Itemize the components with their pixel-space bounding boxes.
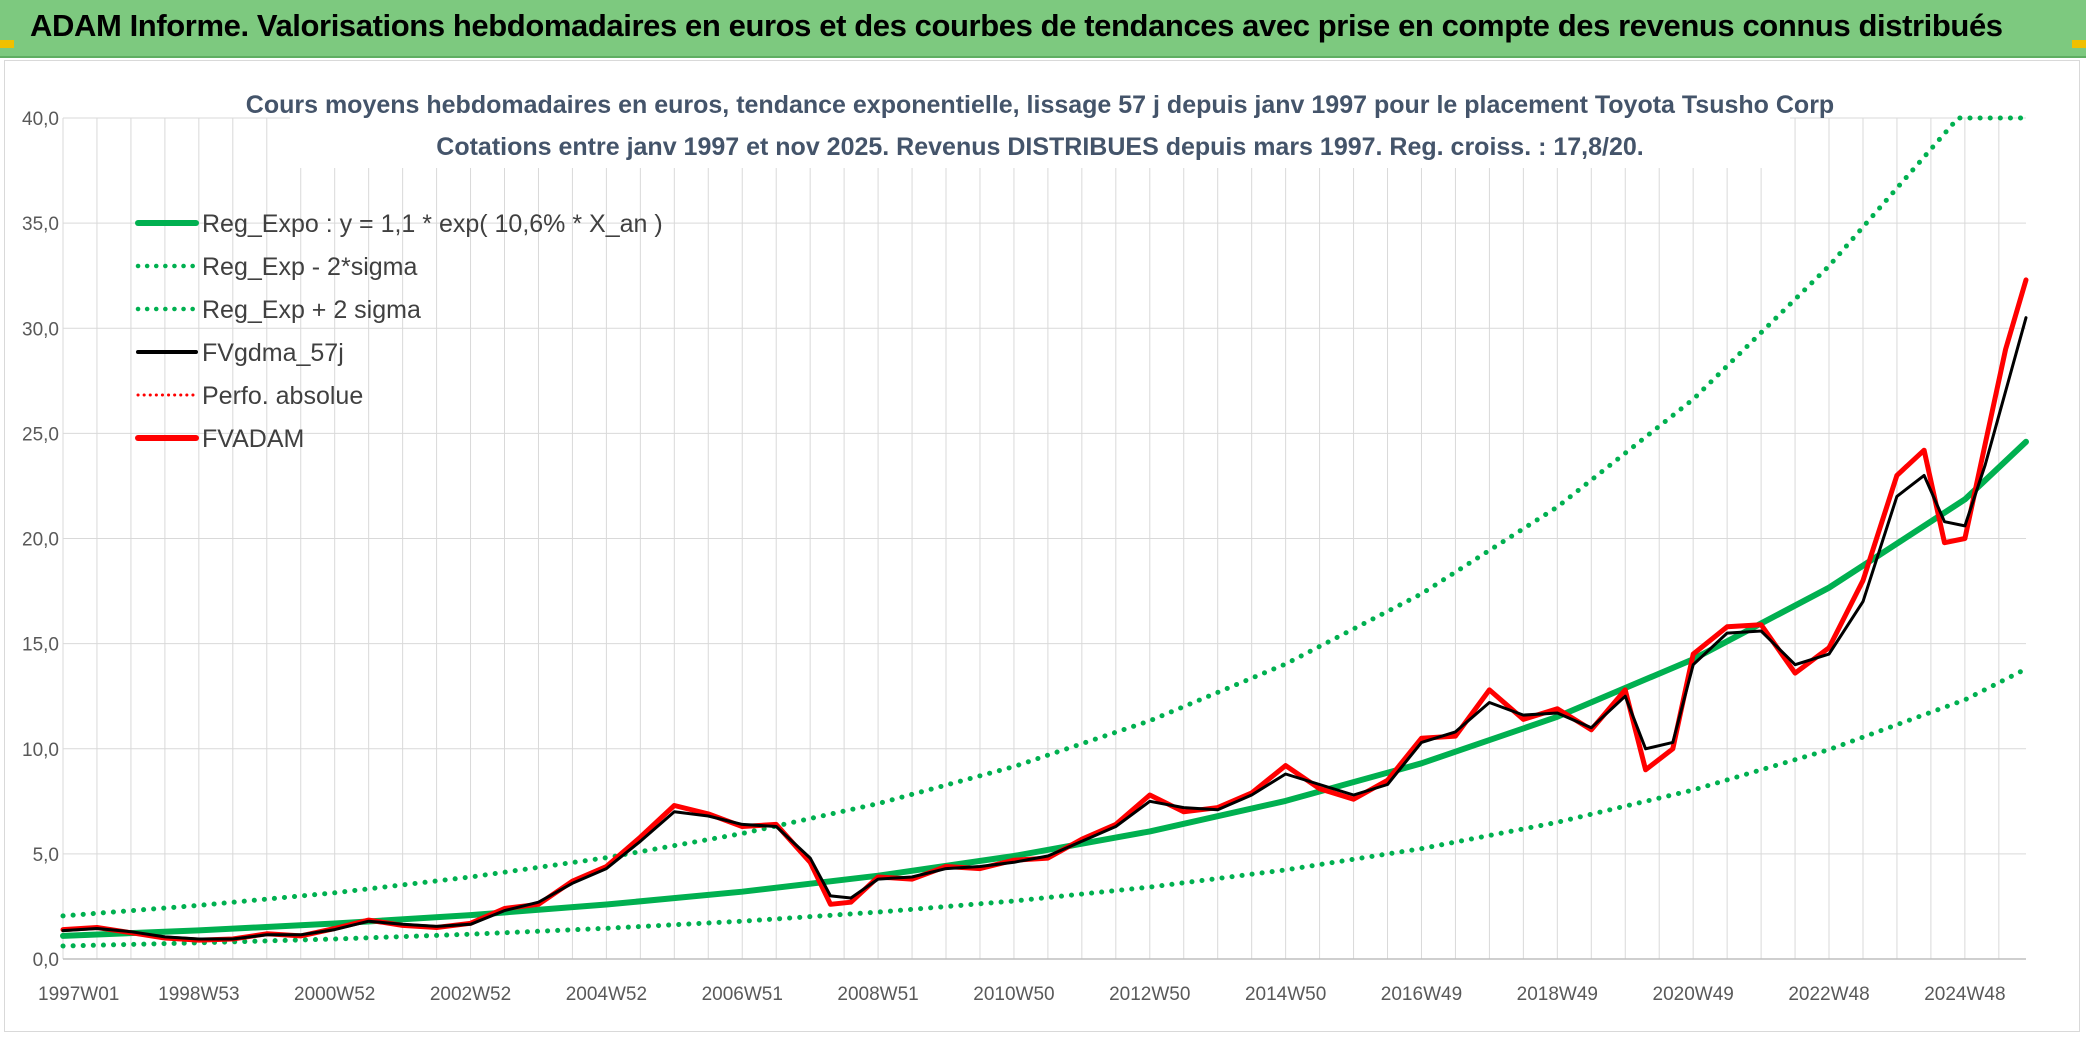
report-title: ADAM Informe. Valorisations hebdomadaire… — [30, 8, 2003, 43]
x-tick-label: 2024W48 — [1924, 984, 2005, 1005]
y-tick-label: 20,0 — [22, 530, 59, 551]
title-backdrop — [290, 88, 1790, 168]
x-tick-label: 2004W52 — [566, 984, 647, 1005]
legend-label: Reg_Expo : y = 1,1 * exp( 10,6% * X_an ) — [202, 210, 663, 238]
series-line-3 — [61, 316, 2028, 941]
x-tick-label: 1997W01 — [38, 984, 119, 1005]
y-tick-label: 25,0 — [22, 424, 59, 445]
x-tick-label: 2000W52 — [294, 984, 375, 1005]
y-tick-label: 15,0 — [22, 635, 59, 656]
legend-label: Reg_Exp + 2 sigma — [202, 296, 421, 324]
y-tick-label: 0,0 — [33, 950, 59, 971]
x-tick-label: 2012W50 — [1109, 984, 1190, 1005]
series-line-1 — [60, 666, 2029, 949]
x-tick-label: 2010W50 — [973, 984, 1054, 1005]
y-tick-label: 10,0 — [22, 740, 59, 761]
legend-label: FVgdma_57j — [202, 339, 344, 367]
y-tick-label: 30,0 — [22, 319, 59, 340]
legend: Reg_Expo : y = 1,1 * exp( 10,6% * X_an )… — [135, 210, 663, 453]
chart-frame — [4, 60, 2080, 1032]
y-tick-label: 35,0 — [22, 214, 59, 235]
y-tick-label: 5,0 — [33, 845, 59, 866]
report-banner: ADAM Informe. Valorisations hebdomadaire… — [0, 0, 2086, 58]
grid-lines — [62, 117, 2026, 960]
chart-title: Cours moyens hebdomadaires en euros, ten… — [246, 91, 1834, 119]
series-line-0 — [60, 438, 2029, 939]
x-tick-label: 2018W49 — [1517, 984, 1598, 1005]
x-tick-label: 2020W49 — [1653, 984, 1734, 1005]
axis-ticks: 0,0 5,0 10,0 15,0 20,0 25,0 30,0 35,0 40,0 1997W0… — [22, 109, 2006, 1005]
legend-label: Perfo. absolue — [202, 382, 363, 410]
series-line-2 — [60, 115, 2029, 919]
legend-label: Reg_Exp - 2*sigma — [202, 253, 417, 281]
x-tick-label: 2006W51 — [702, 984, 783, 1005]
y-tick-label: 40,0 — [22, 109, 59, 130]
corner-marker-right — [2072, 40, 2086, 48]
corner-marker-left — [0, 40, 14, 48]
series-line-4 — [60, 277, 2029, 943]
x-tick-label: 2008W51 — [837, 984, 918, 1005]
x-tick-label: 2014W50 — [1245, 984, 1326, 1005]
x-tick-label: 2002W52 — [430, 984, 511, 1005]
series-lines — [60, 115, 2029, 949]
x-tick-label: 1998W53 — [158, 984, 239, 1005]
x-tick-label: 2016W49 — [1381, 984, 1462, 1005]
legend-label: FVADAM — [202, 425, 304, 453]
chart-subtitle: Cotations entre janv 1997 et nov 2025. R… — [436, 133, 1643, 161]
x-tick-label: 2022W48 — [1788, 984, 1869, 1005]
